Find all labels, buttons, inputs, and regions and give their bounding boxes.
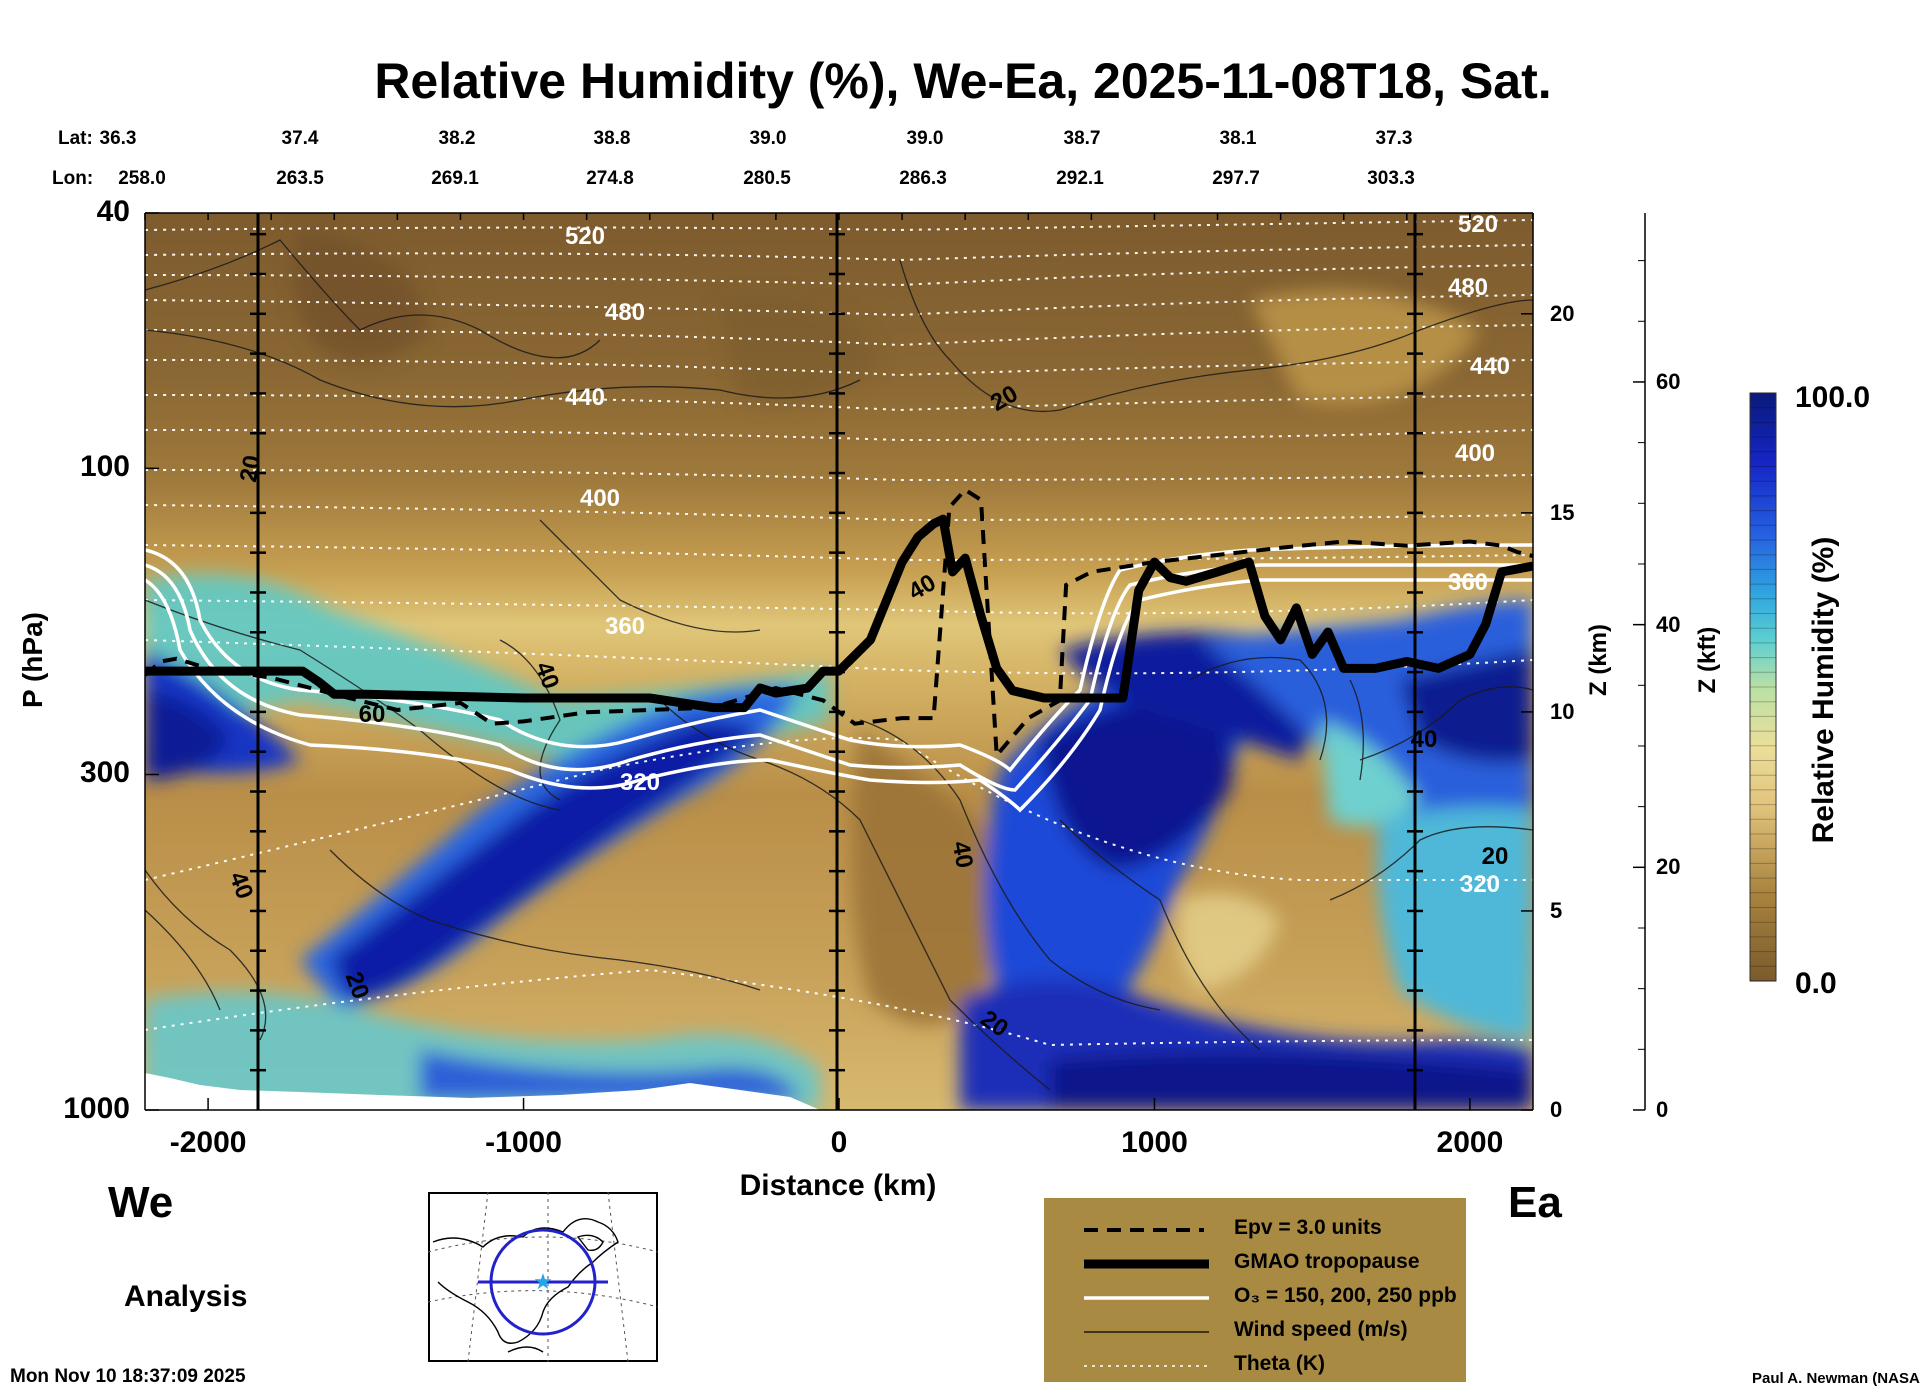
analysis-label: Analysis [124,1280,248,1313]
theta-label: 520 [1458,211,1498,238]
lon-value: 263.5 [276,168,324,189]
locator-map: ★ [428,1192,658,1362]
meridian-ticks [250,232,1423,1072]
theta-label: 360 [605,613,645,640]
z-km-tick-label: 10 [1550,698,1575,724]
z-kft-tick-label: 40 [1656,611,1681,637]
meridian-lines [256,213,1417,1110]
wind-label: 20 [1482,843,1509,870]
epv-line [145,487,1533,761]
legend-tropopause-label: GMAO tropopause [1234,1250,1420,1273]
lon-value: 292.1 [1056,168,1104,189]
coastline [432,1218,619,1353]
z-km-tick-label: 20 [1550,300,1575,326]
theta-label: 400 [1455,440,1495,467]
lat-value: 37.3 [1375,128,1413,149]
x-axis-title: Distance (km) [740,1169,937,1202]
x-tick-label: 0 [830,1126,848,1159]
z-kft-tick-label: 0 [1656,1097,1669,1122]
east-label: Ea [1508,1178,1562,1227]
theta-label: 360 [1448,569,1488,596]
theta-label: 320 [1460,871,1500,898]
theta-label: 440 [565,384,605,411]
wind-label: 20 [235,453,266,484]
theta-label: 320 [620,769,660,796]
y-tick-label: 300 [79,756,130,790]
x-tick-label: 2000 [1436,1126,1504,1159]
chart-title: Relative Humidity (%), We-Ea, 2025-11-08… [374,53,1552,109]
y-axis-title: P (hPa) [17,612,48,708]
legend-theta-label: Theta (K) [1234,1352,1325,1375]
lat-value: 38.8 [593,128,631,149]
lat-value: 38.7 [1063,128,1101,149]
x-tick-label: -2000 [169,1126,247,1159]
colorbar-max: 100.0 [1795,381,1870,414]
colorbar-title: Relative Humidity (%) [1807,537,1840,844]
colorbar-ticks [1750,392,1776,982]
legend-box: Epv = 3.0 units GMAO tropopause O₃ = 150… [1044,1198,1466,1382]
theta-label: 480 [1448,274,1488,301]
theta-label: 520 [565,223,605,250]
z-km-tick-label: 5 [1550,897,1563,923]
timestamp: Mon Nov 10 18:37:09 2025 [10,1366,246,1387]
colorbar [1749,392,1777,982]
z-kft-tick-label: 20 [1656,854,1681,880]
z-kft-tick-label: 60 [1656,368,1681,394]
lon-value: 286.3 [899,168,947,189]
theta-label: 400 [580,485,620,512]
z-kft-title: Z (kft) [1694,627,1721,694]
lon-value: 274.8 [586,168,634,189]
lon-value: 280.5 [743,168,791,189]
lat-label: Lat: [58,128,93,149]
lat-value: 38.1 [1219,128,1257,149]
tropopause-line [145,514,1533,713]
lon-value: 269.1 [431,168,479,189]
y-tick-label: 100 [79,450,130,484]
credit: Paul A. Newman (NASA [1752,1370,1920,1387]
y-tick-label: 40 [96,195,130,228]
lat-value: 39.0 [906,128,944,149]
lon-value: 303.3 [1367,168,1415,189]
x-tick-label: -1000 [485,1126,562,1159]
center-star-icon: ★ [533,1269,553,1294]
z-km-title: Z (km) [1585,624,1612,696]
theta-label: 480 [605,299,645,326]
colorbar-min: 0.0 [1795,967,1837,1000]
legend-ozone-label: O₃ = 150, 200, 250 ppb [1234,1284,1457,1307]
legend-wind-label: Wind speed (m/s) [1234,1318,1408,1341]
west-label: We [108,1178,174,1227]
lat-value: 38.2 [438,128,476,149]
lon-label: Lon: [52,168,94,189]
lon-value: 258.0 [118,168,166,189]
axes [144,212,1645,1111]
y-tick-label: 1000 [63,1092,130,1125]
wind-label: 40 [947,839,978,870]
wind-label: 60 [359,701,386,728]
z-km-tick-label: 15 [1550,499,1575,525]
x-tick-label: 1000 [1121,1126,1188,1159]
theta-label: 440 [1470,353,1510,380]
legend-epv-label: Epv = 3.0 units [1234,1216,1382,1239]
theta-contours [145,219,1533,1047]
lat-value: 37.4 [281,128,319,149]
lat-value: 36.3 [99,128,137,149]
z-km-tick-label: 0 [1550,1097,1563,1122]
lat-value: 39.0 [749,128,787,149]
lon-value: 297.7 [1212,168,1260,189]
